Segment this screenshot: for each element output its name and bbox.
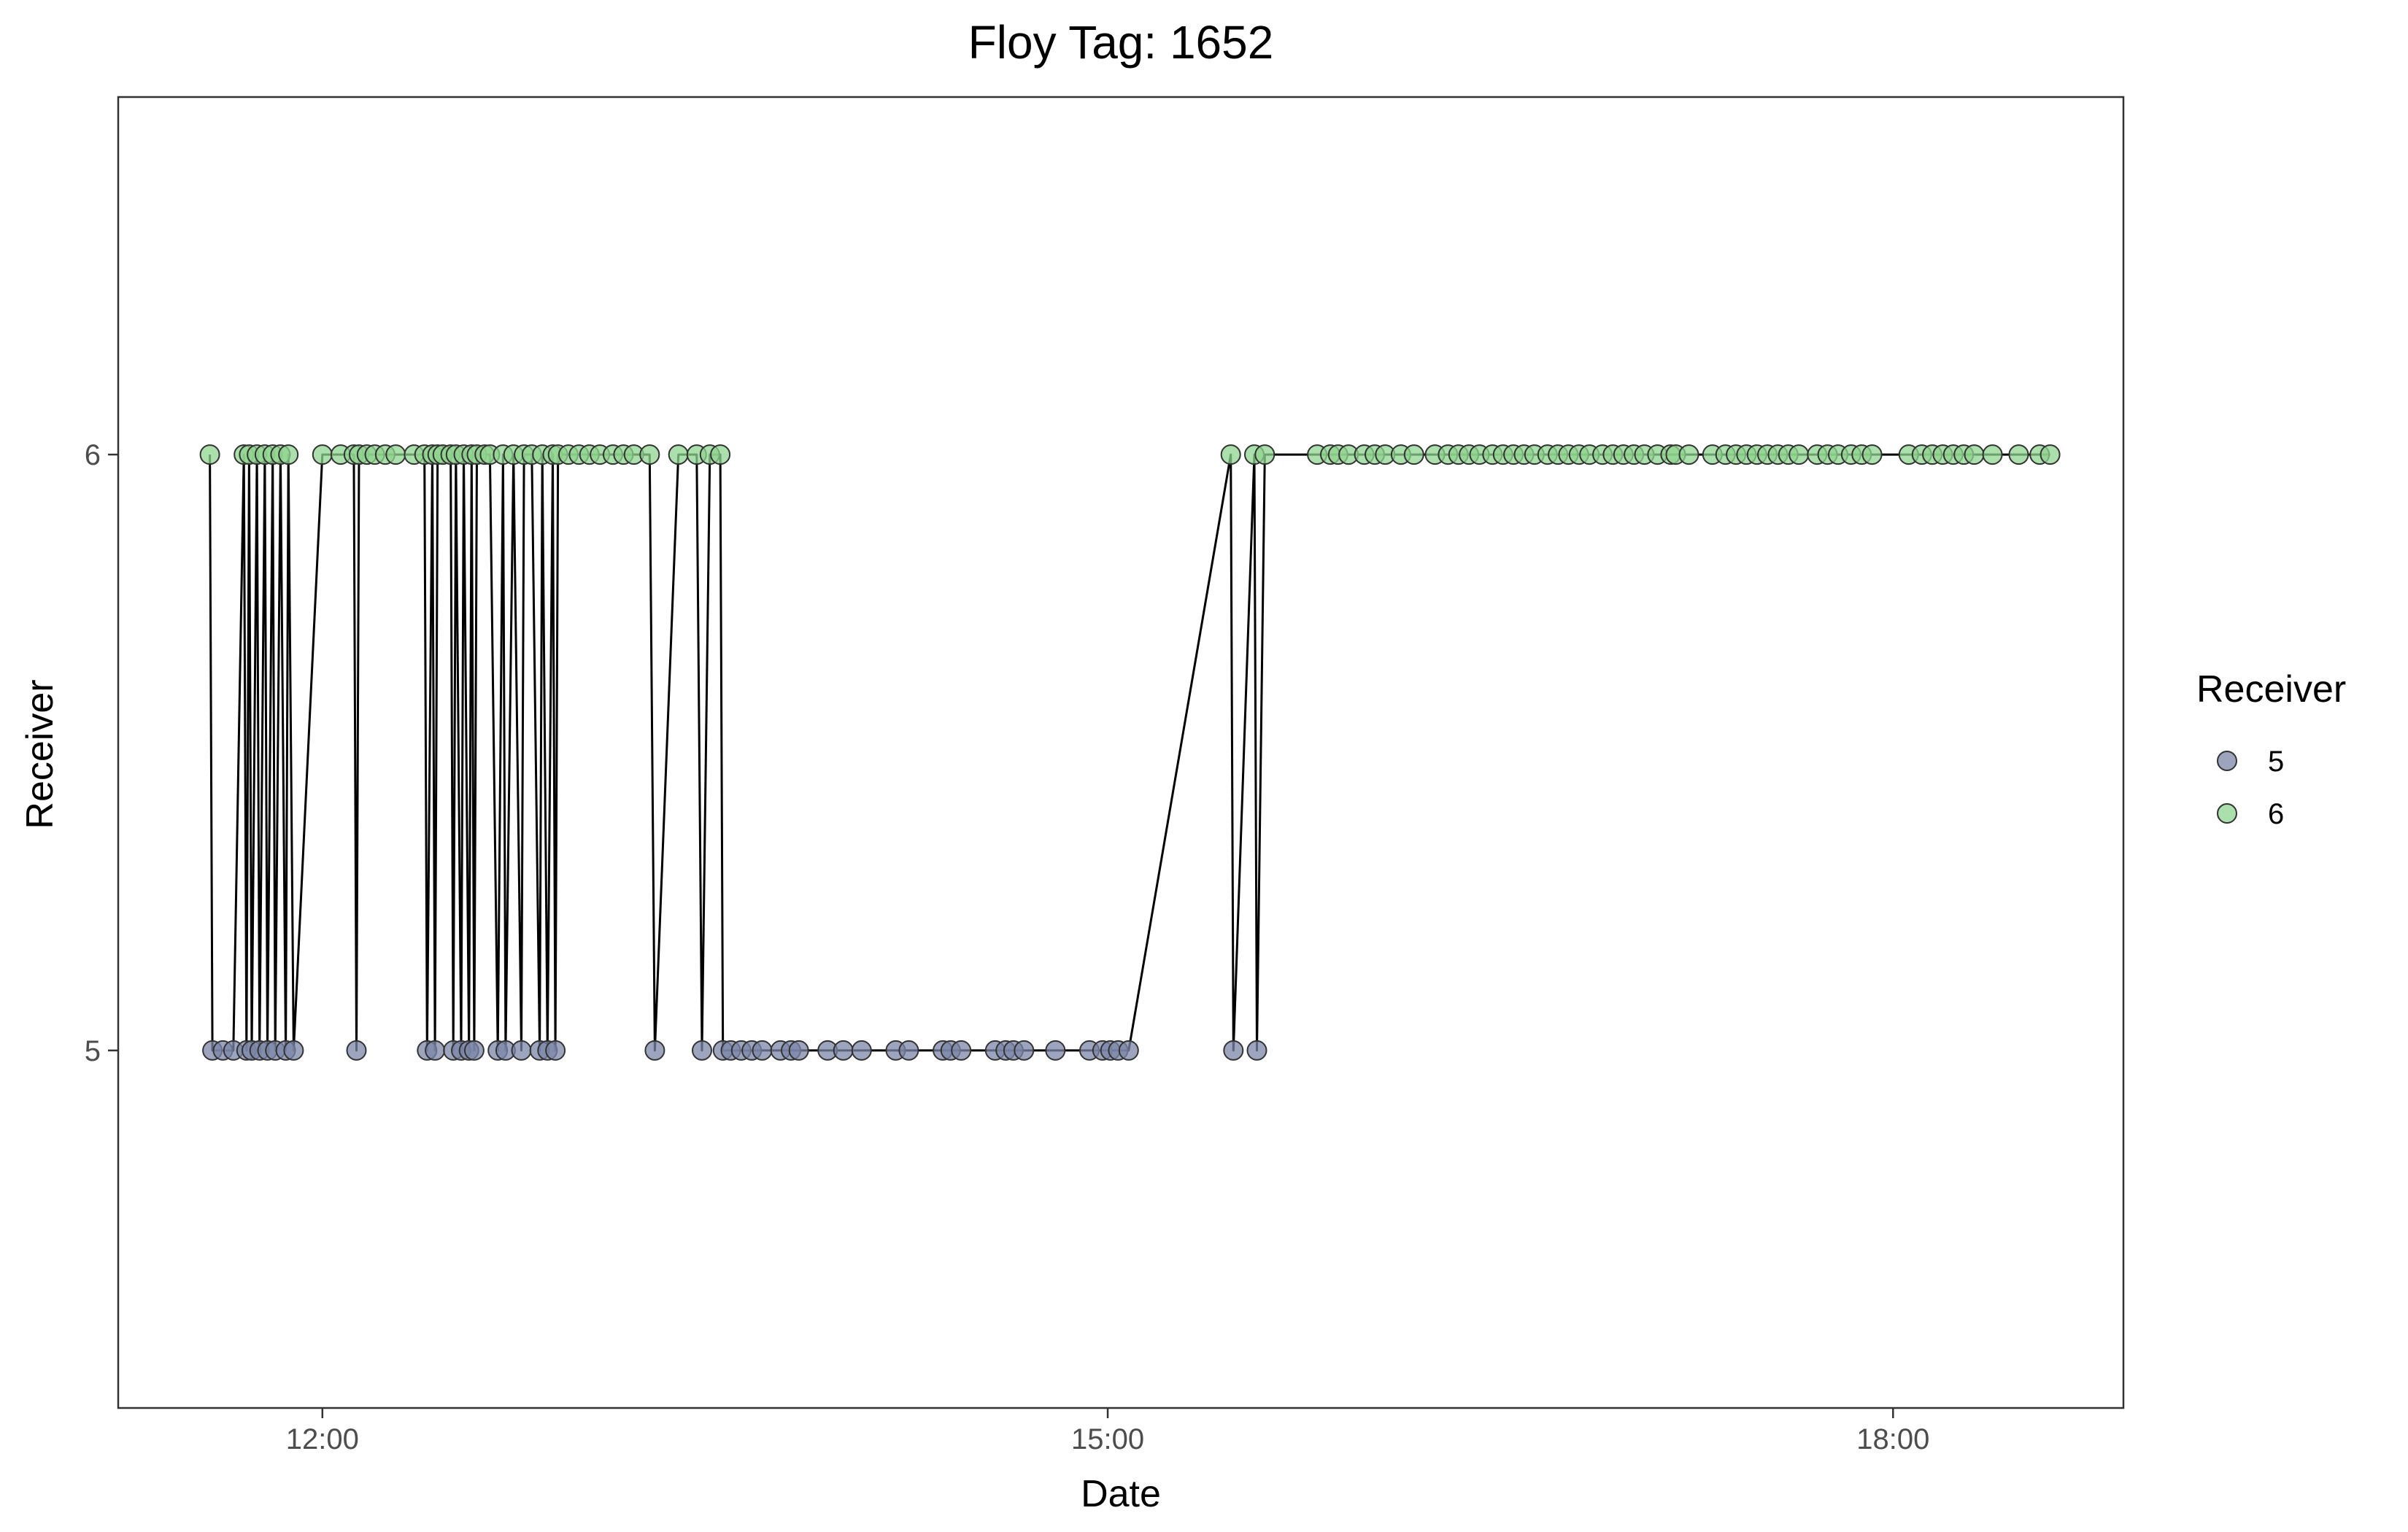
data-point: [1014, 1040, 1035, 1061]
data-point: [1045, 1040, 1066, 1061]
data-point: [312, 444, 333, 465]
legend: Receiver 5 6: [2196, 668, 2346, 830]
data-point: [833, 1040, 854, 1061]
data-point: [283, 1040, 304, 1061]
data-point: [278, 444, 299, 465]
y-tick-label: 6: [85, 439, 101, 471]
data-point: [463, 1040, 485, 1061]
data-point: [752, 1040, 773, 1061]
data-point: [545, 1040, 566, 1061]
x-tick-label: 15:00: [1071, 1423, 1144, 1455]
data-point: [1982, 444, 2003, 465]
data-point: [1223, 1040, 1244, 1061]
data-point: [692, 1040, 712, 1061]
data-point: [511, 1040, 532, 1061]
data-point: [346, 1040, 367, 1061]
chart-title: Floy Tag: 1652: [968, 16, 1274, 69]
data-point: [1964, 444, 1985, 465]
data-points: [199, 444, 2061, 1061]
data-point: [710, 444, 731, 465]
data-point: [1254, 444, 1276, 465]
x-tick-label: 18:00: [1856, 1423, 1929, 1455]
data-point: [788, 1040, 809, 1061]
panel-border: [117, 96, 2125, 1409]
data-point: [851, 1040, 872, 1061]
data-point: [1788, 444, 1810, 465]
data-point: [2008, 444, 2029, 465]
data-point: [668, 444, 689, 465]
data-point: [1246, 1040, 1267, 1061]
data-point: [1118, 1040, 1139, 1061]
y-axis: 56: [85, 439, 118, 1067]
x-axis-title: Date: [1081, 1473, 1161, 1515]
data-point: [644, 1040, 665, 1061]
legend-key: [2217, 803, 2237, 824]
data-point: [898, 1040, 919, 1061]
legend-title: Receiver: [2196, 668, 2346, 711]
legend-label: 6: [2268, 798, 2284, 830]
data-point: [425, 1040, 446, 1061]
data-point: [639, 444, 660, 465]
data-point: [1403, 444, 1424, 465]
x-tick-label: 12:00: [286, 1423, 359, 1455]
data-point: [199, 444, 220, 465]
legend-key: [2217, 751, 2237, 771]
data-point: [1678, 444, 1699, 465]
y-axis-title: Receiver: [19, 679, 61, 829]
data-point: [2040, 444, 2061, 465]
plot-panel: [117, 96, 2125, 1409]
legend-label: 5: [2268, 746, 2284, 778]
data-point: [951, 1040, 972, 1061]
data-point: [1220, 444, 1241, 465]
data-point: [385, 444, 406, 465]
x-axis: 12:00 15:00 18:00: [286, 1408, 1929, 1455]
data-point: [1861, 444, 1883, 465]
y-tick-label: 5: [85, 1035, 101, 1067]
